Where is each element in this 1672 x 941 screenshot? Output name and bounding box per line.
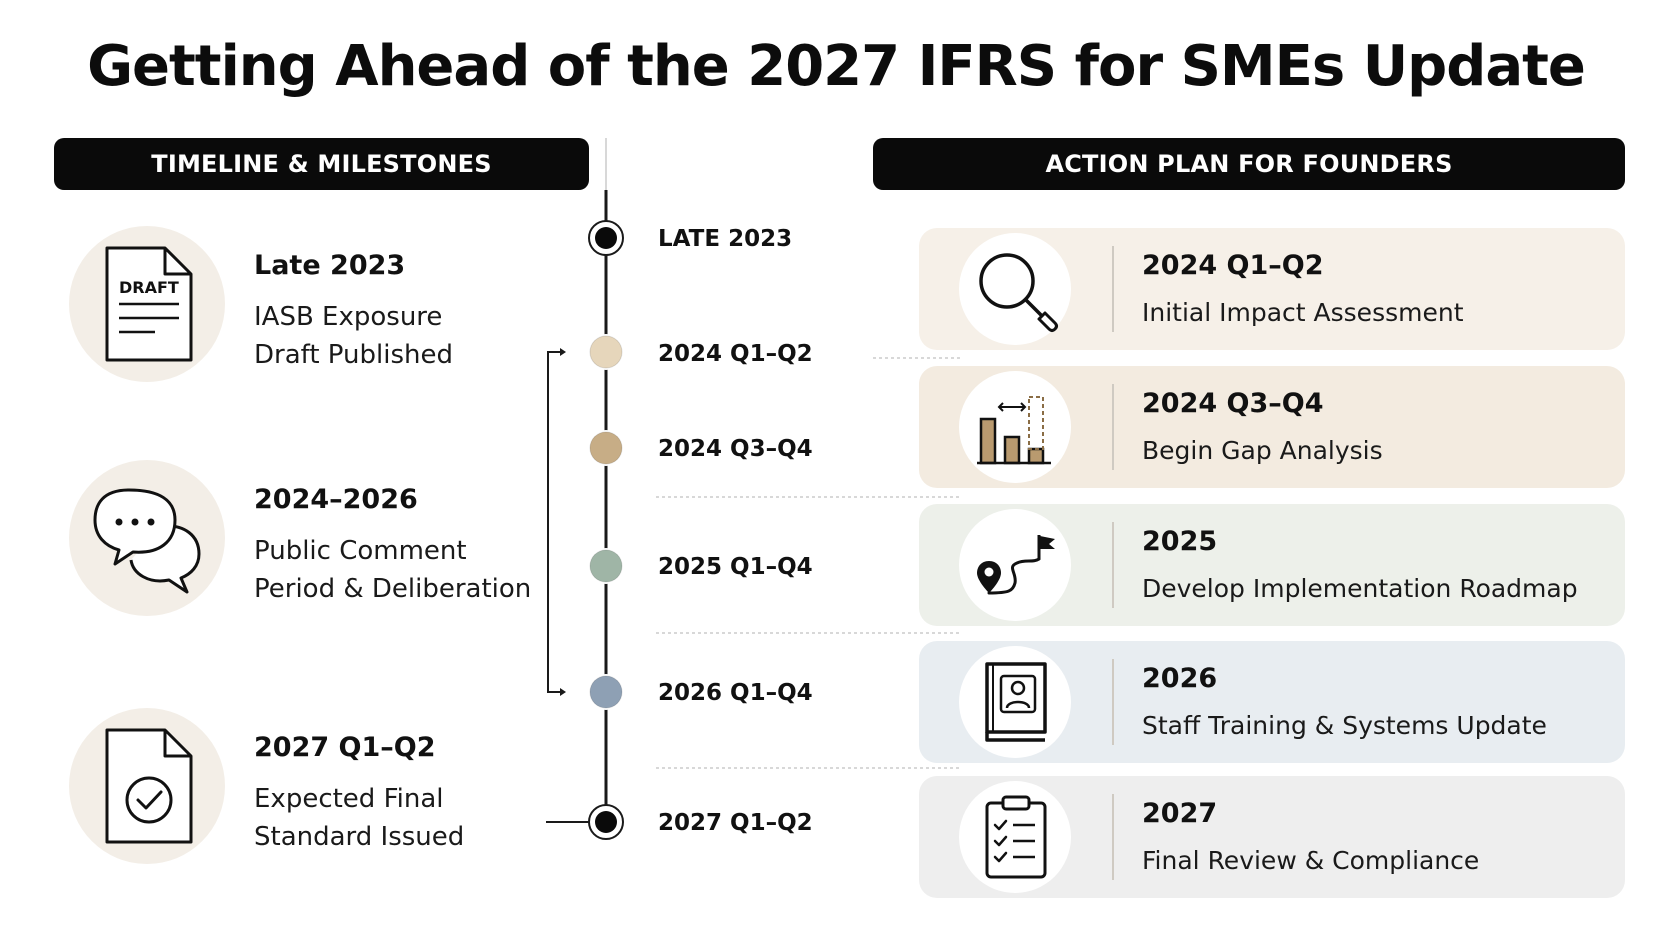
action-desc: Initial Impact Assessment <box>1142 298 1464 327</box>
milestone-desc-line1: IASB Exposure <box>254 302 443 332</box>
timeline-dot <box>589 675 623 709</box>
action-card: 2026 Staff Training & Systems Update <box>919 641 1625 763</box>
action-title: 2025 <box>1142 526 1218 557</box>
bracket-arrow-bottom <box>560 688 566 696</box>
training-manual-icon <box>959 646 1071 758</box>
timeline-label: LATE 2023 <box>658 226 793 252</box>
milestone-desc-line1: Public Comment <box>254 536 467 566</box>
timeline-dot <box>589 431 623 465</box>
milestone-desc-line2: Draft Published <box>254 340 453 370</box>
milestone-title: Late 2023 <box>254 250 406 281</box>
page-title: Getting Ahead of the 2027 IFRS for SMEs … <box>87 34 1586 99</box>
card-divider <box>1112 246 1114 332</box>
timeline-dot <box>595 227 617 249</box>
milestone-desc-line2: Standard Issued <box>254 822 465 852</box>
action-title: 2026 <box>1142 663 1218 694</box>
card-divider <box>1112 522 1114 608</box>
timeline-header: TIMELINE & MILESTONES <box>54 138 589 190</box>
timeline-label: 2024 Q3–Q4 <box>658 436 813 462</box>
document-check-icon <box>69 708 225 864</box>
action-title: 2024 Q1–Q2 <box>1142 250 1324 281</box>
action-desc: Develop Implementation Roadmap <box>1142 574 1578 603</box>
action-card: 2024 Q3–Q4 Begin Gap Analysis <box>919 366 1625 488</box>
bracket-arrow-top <box>560 348 566 356</box>
action-plan-header: ACTION PLAN FOR FOUNDERS <box>873 138 1625 190</box>
action-desc: Staff Training & Systems Update <box>1142 711 1547 740</box>
action-title: 2024 Q3–Q4 <box>1142 388 1324 419</box>
magnifier-icon <box>959 233 1071 345</box>
card-divider <box>1112 384 1114 470</box>
timeline-label: 2026 Q1–Q4 <box>658 680 813 706</box>
action-card: 2025 Develop Implementation Roadmap <box>919 504 1625 626</box>
period-bracket <box>547 351 562 693</box>
timeline-dot <box>595 811 617 833</box>
milestone-desc-line1: Expected Final <box>254 784 444 814</box>
draft-document-icon: DRAFT <box>69 226 225 382</box>
action-card: 2024 Q1–Q2 Initial Impact Assessment <box>919 228 1625 350</box>
milestone-desc-line2: Period & Deliberation <box>254 574 532 604</box>
checklist-clipboard-icon <box>959 781 1071 893</box>
timeline-label: 2027 Q1–Q2 <box>658 810 813 836</box>
milestone-title: 2024–2026 <box>254 484 418 515</box>
bar-gap-chart-icon <box>959 371 1071 483</box>
roadmap-route-icon <box>959 509 1071 621</box>
card-divider <box>1112 659 1114 745</box>
timeline-label: 2024 Q1–Q2 <box>658 341 813 367</box>
timeline-dot <box>589 549 623 583</box>
draft-stamp-text: DRAFT <box>119 278 179 297</box>
action-title: 2027 <box>1142 798 1218 829</box>
card-divider <box>1112 794 1114 880</box>
row-separators <box>656 357 960 769</box>
timeline-label: 2025 Q1–Q4 <box>658 554 813 580</box>
milestone-title: 2027 Q1–Q2 <box>254 732 436 763</box>
action-desc: Begin Gap Analysis <box>1142 436 1383 465</box>
speech-bubbles-icon <box>69 460 225 616</box>
action-card: 2027 Final Review & Compliance <box>919 776 1625 898</box>
timeline-dot <box>589 335 623 369</box>
action-desc: Final Review & Compliance <box>1142 846 1480 875</box>
